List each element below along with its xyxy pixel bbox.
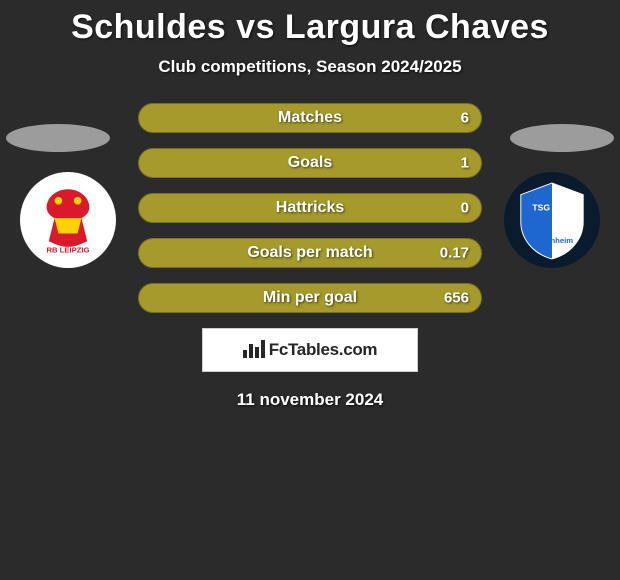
stat-label: Min per goal [263,289,357,307]
stats-container: Matches 6 Goals 1 Hattricks 0 Goals per … [0,103,620,313]
subtitle: Club competitions, Season 2024/2025 [0,57,620,77]
stat-right-value: 1 [461,155,469,172]
brand-box: FcTables.com [202,328,418,372]
stat-row: Goals 1 [138,148,482,178]
stat-label: Goals per match [247,244,372,262]
stat-row: Hattricks 0 [138,193,482,223]
stat-row: Matches 6 [138,103,482,133]
stat-right-value: 656 [444,290,469,307]
stat-right-value: 0.17 [440,245,469,262]
brand-bars-icon [243,338,265,363]
date-text: 11 november 2024 [0,390,620,410]
stat-row: Goals per match 0.17 [138,238,482,268]
stat-label: Goals [288,154,332,172]
stat-label: Hattricks [276,199,344,217]
stat-right-value: 6 [461,110,469,127]
page-title: Schuldes vs Largura Chaves [0,0,620,47]
stat-right-value: 0 [461,200,469,217]
brand-text: FcTables.com [269,340,378,360]
stat-label: Matches [278,109,342,127]
stat-row: Min per goal 656 [138,283,482,313]
